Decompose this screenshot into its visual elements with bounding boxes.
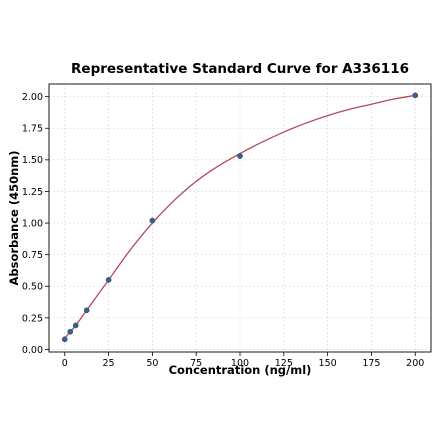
y-tick-label: 0.00 (22, 345, 43, 356)
grid-lines (49, 84, 431, 352)
y-tick-label: 1.75 (22, 124, 43, 135)
y-tick-label: 0.25 (22, 313, 43, 324)
y-axis-ticks: 0.00 0.25 0.50 0.75 1.00 1.25 1.50 1.75 2.00 (22, 92, 49, 356)
x-tick-label: 150 (319, 358, 337, 369)
chart-title: Representative Standard Curve for A33611… (71, 61, 409, 77)
y-tick-label: 2.00 (22, 92, 43, 103)
data-point (83, 307, 90, 314)
x-axis-ticks: 0 25 50 75 100 125 150 175 200 (62, 352, 424, 369)
x-axis-label: Concentration (ng/ml) (169, 363, 312, 377)
x-tick-label: 100 (231, 358, 249, 369)
y-tick-label: 1.25 (22, 187, 43, 198)
y-tick-label: 0.75 (22, 250, 43, 261)
x-tick-label: 25 (103, 358, 115, 369)
y-tick-label: 0.50 (22, 282, 43, 293)
y-axis-label: Absorbance (450nm) (7, 150, 21, 285)
data-point (72, 322, 79, 329)
data-point (67, 328, 74, 335)
data-point (149, 217, 156, 224)
x-tick-label: 50 (146, 358, 158, 369)
x-tick-label: 125 (275, 358, 293, 369)
data-point (105, 277, 112, 283)
data-point (412, 92, 419, 99)
y-tick-label: 1.00 (22, 218, 43, 229)
x-tick-label: 75 (190, 358, 202, 369)
data-point (61, 336, 68, 343)
x-tick-label: 175 (362, 358, 380, 369)
x-tick-label: 0 (62, 358, 68, 369)
data-points-layer (61, 92, 419, 343)
x-tick-label: 200 (406, 358, 424, 369)
y-tick-label: 1.50 (22, 155, 43, 166)
data-point (237, 153, 243, 159)
